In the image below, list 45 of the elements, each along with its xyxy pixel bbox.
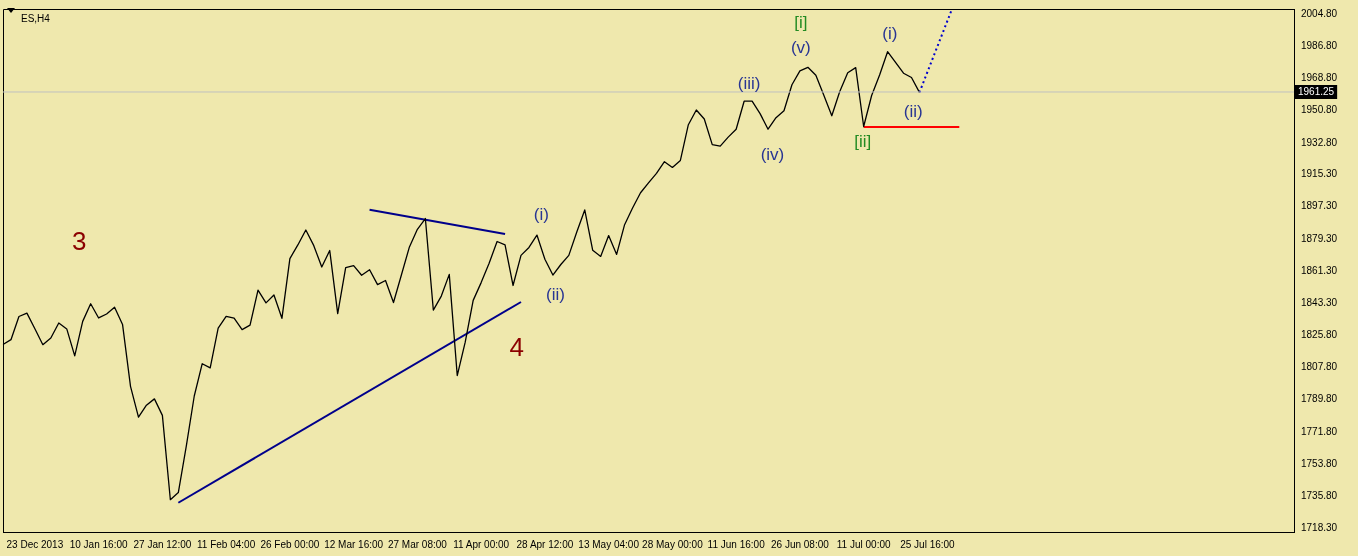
y-tick-label: 2004.80	[1301, 7, 1338, 19]
x-tick-label: 27 Jan 12:00	[133, 538, 192, 550]
annotation: [ii]	[854, 131, 872, 151]
annotation: 3	[71, 225, 87, 256]
x-tick-label: 13 May 04:00	[578, 538, 640, 550]
x-tick-label: 12 Mar 16:00	[324, 538, 384, 550]
y-tick-label: 1950.80	[1301, 104, 1338, 116]
y-tick-label: 1986.80	[1301, 39, 1338, 51]
x-tick-label: 11 Jul 00:00	[836, 538, 891, 550]
annotation: [i]	[794, 13, 808, 33]
annotation: (iii)	[737, 74, 761, 93]
y-tick-label: 1789.80	[1301, 393, 1338, 405]
annotation: (i)	[882, 23, 898, 43]
x-tick-label: 25 Jul 16:00	[900, 538, 956, 550]
annotation: (iv)	[760, 145, 785, 165]
x-tick-label: 26 Feb 00:00	[260, 538, 320, 550]
y-tick-label: 1771.80	[1301, 425, 1338, 437]
x-tick-label: 23 Dec 2013	[6, 538, 64, 550]
x-tick-label: 11 Apr 00:00	[453, 538, 510, 550]
annotation: (ii)	[546, 284, 565, 304]
ref-line-label: 1961.25	[1298, 85, 1335, 97]
x-tick-label: 27 Mar 08:00	[387, 538, 448, 550]
annotation: (v)	[790, 38, 811, 58]
y-tick-label: 1807.80	[1301, 361, 1338, 373]
y-tick-label: 1843.30	[1301, 297, 1338, 309]
x-tick-label: 10 Jan 16:00	[69, 538, 128, 550]
y-tick-label: 1968.80	[1301, 72, 1338, 84]
y-tick-label: 1897.30	[1301, 200, 1338, 212]
annotation: (i)	[533, 205, 549, 225]
y-tick-label: 1915.30	[1301, 168, 1338, 180]
y-tick-label: 1735.80	[1301, 490, 1338, 502]
annotation: 4	[509, 332, 525, 363]
y-tick-label: 1718.30	[1301, 521, 1338, 533]
x-tick-label: 11 Feb 04:00	[197, 538, 256, 550]
y-tick-label: 1932.80	[1301, 136, 1338, 148]
x-tick-label: 28 May 00:00	[642, 538, 704, 550]
y-tick-label: 1861.30	[1301, 265, 1338, 277]
annotation: (ii)	[903, 101, 923, 121]
chart-title: ES,H4	[21, 12, 51, 24]
y-tick-label: 1753.80	[1301, 457, 1338, 469]
x-tick-label: 11 Jun 16:00	[707, 538, 766, 550]
x-tick-label: 28 Apr 12:00	[516, 538, 574, 550]
x-tick-label: 26 Jun 08:00	[771, 538, 830, 550]
y-tick-label: 1879.30	[1301, 232, 1338, 244]
y-tick-label: 1825.80	[1301, 328, 1338, 340]
